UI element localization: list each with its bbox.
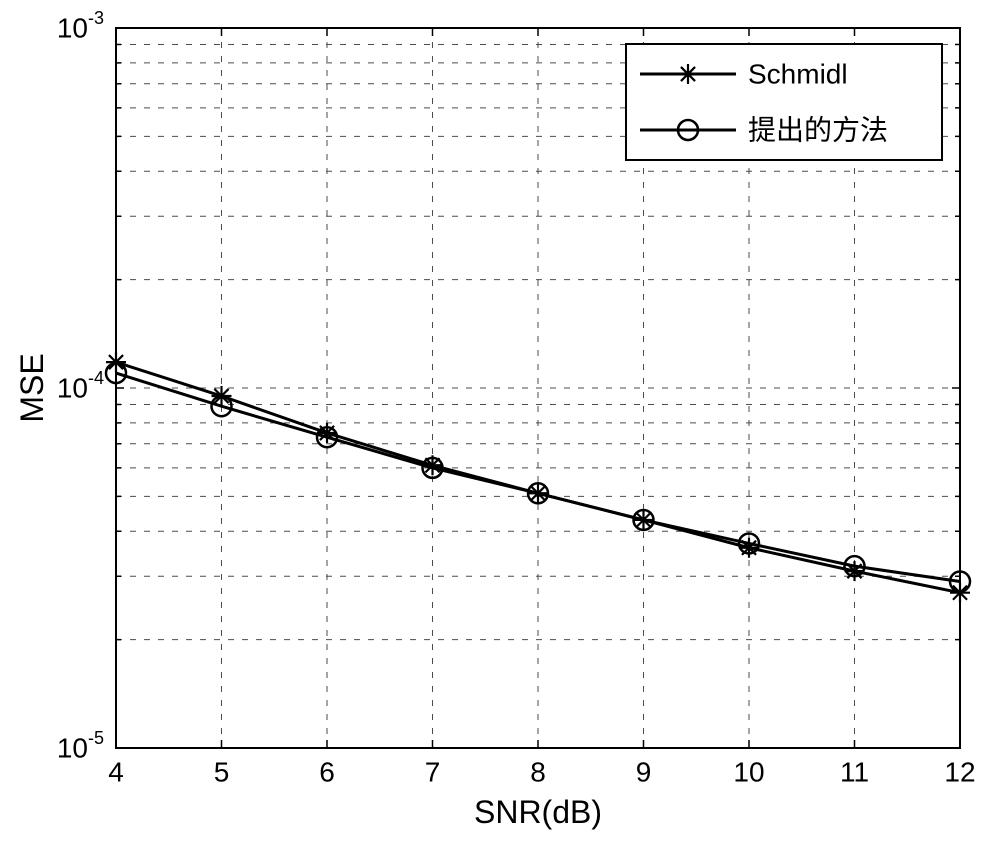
x-axis-label: SNR(dB) bbox=[474, 794, 602, 830]
x-tick-label: 6 bbox=[319, 757, 335, 788]
x-tick-label: 7 bbox=[425, 757, 441, 788]
x-tick-label: 9 bbox=[636, 757, 652, 788]
y-axis-label: MSE bbox=[14, 353, 50, 422]
x-tick-label: 12 bbox=[944, 757, 975, 788]
x-tick-label: 8 bbox=[530, 757, 546, 788]
mse-vs-snr-chart: 456789101112SNR(dB)10-510-410-3MSESchmid… bbox=[0, 0, 1000, 854]
legend-label-schmidl: Schmidl bbox=[748, 59, 848, 90]
legend-label-proposed: 提出的方法 bbox=[748, 115, 888, 146]
x-tick-label: 5 bbox=[214, 757, 230, 788]
x-tick-label: 4 bbox=[108, 757, 124, 788]
legend: Schmidl 提出的方法 bbox=[626, 44, 942, 160]
x-tick-label: 11 bbox=[840, 757, 869, 788]
x-tick-label: 10 bbox=[733, 757, 764, 788]
